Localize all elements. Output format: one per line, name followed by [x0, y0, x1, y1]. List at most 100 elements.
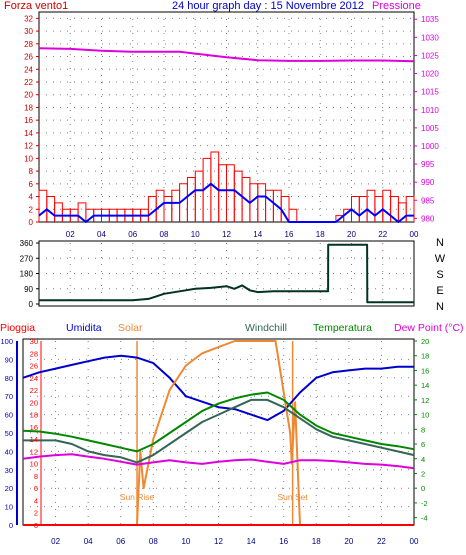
dir-left-tick-label: 90: [24, 285, 33, 294]
wind-left-tick-label: 28: [24, 40, 33, 49]
wind-x-tick-label: 16: [285, 230, 294, 239]
wind-gust-bar: [366, 189, 376, 222]
wind-gust-bar: [265, 189, 274, 222]
wind-left-tick-label: 26: [24, 53, 33, 62]
header-title: 24 hour graph day : 15 Novembre 2012: [172, 0, 364, 12]
weather-legend-label: Temperatura: [313, 322, 372, 334]
rain-tick-label: 14: [30, 435, 38, 444]
rain-tick-label: 28: [30, 349, 38, 358]
pressure-right-tick-label: 985: [421, 196, 435, 205]
temp-right-tick-label: 8: [421, 425, 425, 434]
wind-x-tick-label: 10: [191, 230, 200, 239]
weather-x-tick-label: 00: [410, 537, 419, 546]
wind-x-tick-label: 04: [97, 230, 106, 239]
rain-tick-label: 20: [30, 398, 38, 407]
rain-tick-label: 6: [34, 484, 38, 493]
weather-x-tick-label: 08: [149, 537, 158, 546]
temp-right-tick-label: 2: [421, 469, 425, 478]
wind-x-tick-label: 00: [410, 230, 419, 239]
temp-right-tick-label: -2: [421, 499, 428, 508]
temp-right-tick-label: 16: [421, 366, 429, 375]
dir-left-tick-label: 270: [20, 254, 34, 263]
wind-left-tick-label: 30: [24, 27, 33, 36]
wind-gust-bar: [218, 164, 227, 222]
rain-tick-label: 0: [34, 521, 38, 530]
dir-left-tick-label: 0: [29, 300, 34, 309]
wind-x-tick-label: 18: [316, 230, 325, 239]
wind-gust-bar: [186, 177, 196, 222]
rain-tick-label: 16: [30, 423, 38, 432]
wind-x-tick-label: 20: [347, 230, 356, 239]
wind-gust-bar: [54, 202, 63, 222]
rain-tick-label: 22: [30, 386, 38, 395]
wind-average-line: [38, 182, 414, 223]
humidity-tick-label: 20: [5, 484, 13, 493]
rain-tick-label: 26: [30, 362, 38, 371]
rain-tick-label: 8: [34, 472, 38, 481]
pressure-right-tick-label: 1015: [421, 88, 439, 97]
temp-right-tick-label: -4: [421, 514, 428, 523]
wind-x-tick-label: 12: [222, 230, 231, 239]
weather-x-tick-label: 04: [84, 537, 93, 546]
weather-x-tick-label: 16: [279, 537, 288, 546]
compass-label: N: [436, 301, 444, 313]
temp-right-tick-label: 14: [421, 381, 429, 390]
pressure-line: [38, 47, 415, 63]
header-right-label: Pressione: [372, 0, 421, 12]
pressure-right-tick-label: 1010: [421, 106, 439, 115]
humidity-tick-label: 0: [9, 521, 13, 530]
sunset-label: Sun Set: [278, 492, 309, 502]
wind-gust-bar: [38, 189, 48, 222]
humidity-tick-label: 30: [5, 466, 13, 475]
humidity-tick-label: 10: [5, 503, 13, 512]
rain-tick-label: 2: [34, 509, 38, 518]
weather-legend-label: Solar: [118, 322, 143, 334]
pressure-right-tick-label: 1035: [421, 15, 439, 24]
wind-direction-line: [39, 243, 414, 304]
wind-left-tick-label: 24: [24, 65, 33, 74]
wind-left-tick-label: 20: [24, 91, 33, 100]
humidity-tick-label: 40: [5, 447, 13, 456]
wind-gust-bar: [288, 208, 298, 222]
humidity-tick-label: 50: [5, 429, 13, 438]
wind-x-tick-label: 08: [160, 230, 169, 239]
wind-left-tick-label: 18: [24, 103, 33, 112]
temp-right-tick-label: 20: [421, 337, 429, 346]
sunrise-label: Sun Rise: [120, 492, 155, 502]
humidity-line: [22, 354, 414, 422]
header-left-label: Forza vento1: [4, 0, 68, 12]
humidity-tick-label: 80: [5, 374, 13, 383]
wind-x-tick-label: 22: [378, 230, 387, 239]
pressure-right-tick-label: 1020: [421, 70, 439, 79]
weather-x-tick-label: 20: [344, 537, 353, 546]
wind-left-tick-label: 8: [29, 167, 34, 176]
humidity-tick-label: 60: [5, 411, 13, 420]
humidity-tick-label: 70: [5, 392, 13, 401]
rain-tick-label: 30: [30, 337, 38, 346]
dir-left-tick-label: 360: [20, 239, 34, 248]
rain-tick-label: 10: [30, 460, 38, 469]
wind-gust-bar: [405, 196, 415, 222]
rain-tick-label: 12: [30, 447, 38, 456]
weather-x-tick-label: 06: [116, 537, 125, 546]
temp-right-tick-label: 4: [421, 455, 425, 464]
pressure-right-tick-label: 980: [421, 214, 435, 223]
wind-left-tick-label: 22: [24, 78, 33, 87]
wind-left-tick-label: 14: [24, 129, 33, 138]
wind-x-tick-label: 02: [66, 230, 75, 239]
solar-line: [23, 340, 414, 526]
humidity-tick-label: 90: [5, 355, 13, 364]
weather-x-tick-label: 02: [51, 537, 60, 546]
weather-x-tick-label: 22: [377, 537, 386, 546]
temp-right-tick-label: 6: [421, 440, 425, 449]
weather-x-tick-label: 10: [181, 537, 190, 546]
wind-left-tick-label: 4: [29, 193, 34, 202]
rain-tick-label: 18: [30, 411, 38, 420]
temp-right-tick-label: 0: [421, 484, 425, 493]
wind-gust-bar: [280, 196, 290, 222]
weather-x-tick-label: 14: [247, 537, 256, 546]
temp-right-tick-label: 12: [421, 396, 429, 405]
pressure-right-tick-label: 1005: [421, 124, 439, 133]
weather-legend-label: Windchill: [245, 322, 287, 334]
